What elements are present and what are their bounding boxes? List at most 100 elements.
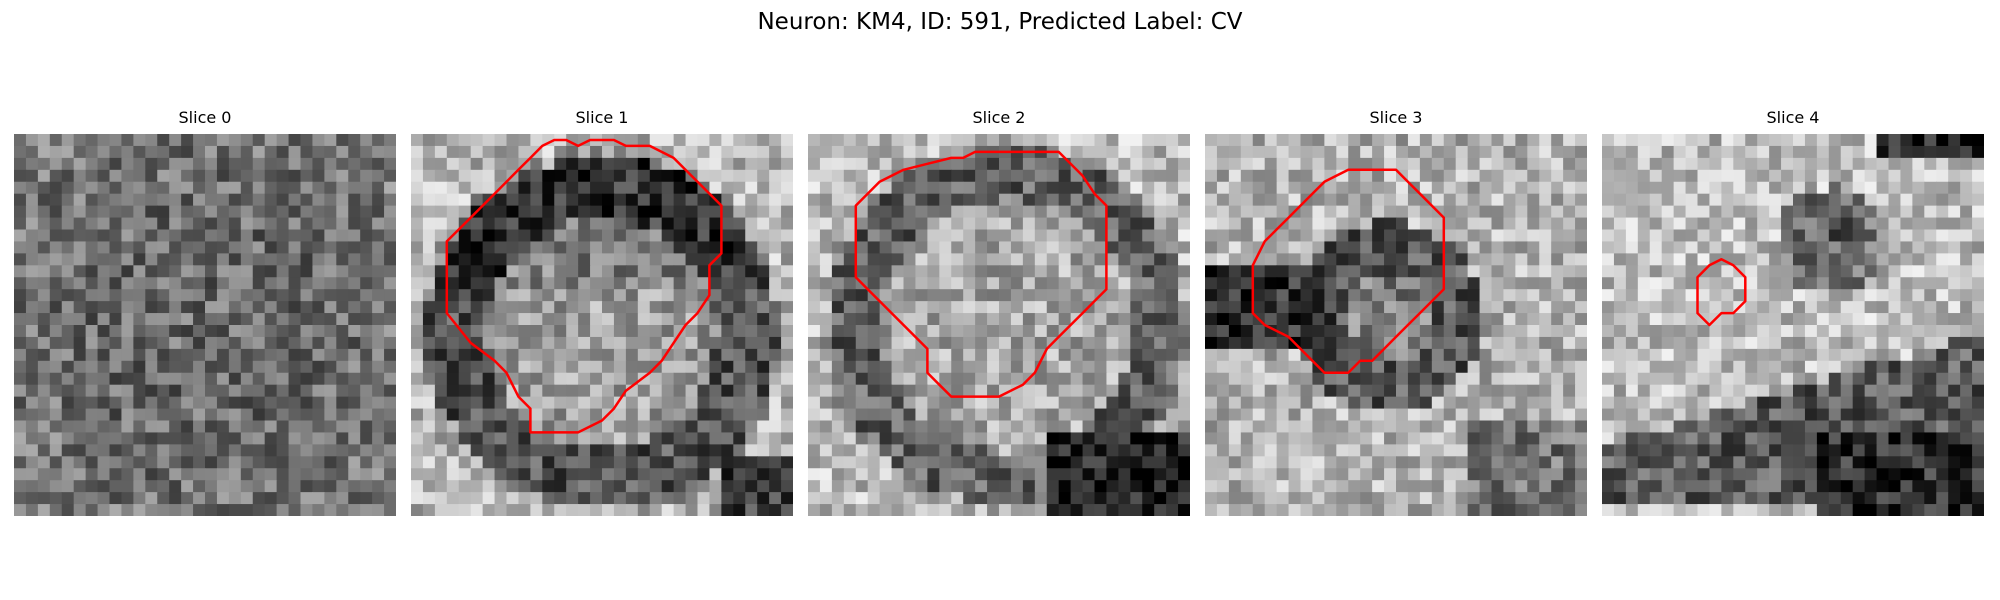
- image-pixel: [1948, 301, 1961, 314]
- image-pixel: [14, 325, 27, 338]
- image-pixel: [1650, 265, 1663, 278]
- image-pixel: [1023, 361, 1036, 374]
- image-pixel: [1118, 206, 1131, 219]
- image-pixel: [1829, 385, 1842, 398]
- image-pixel: [74, 313, 87, 326]
- image-pixel: [880, 421, 893, 434]
- image-pixel: [1662, 421, 1675, 434]
- image-pixel: [1384, 206, 1397, 219]
- image-pixel: [856, 182, 869, 195]
- image-pixel: [904, 218, 917, 231]
- image-pixel: [578, 373, 591, 386]
- image-pixel: [205, 456, 218, 469]
- image-pixel: [1900, 361, 1913, 374]
- image-pixel: [471, 134, 484, 147]
- image-pixel: [1626, 432, 1639, 445]
- image-pixel: [423, 313, 436, 326]
- image-pixel: [808, 504, 821, 516]
- image-pixel: [1515, 468, 1528, 481]
- image-pixel: [110, 253, 123, 266]
- image-pixel: [721, 170, 734, 183]
- image-pixel: [530, 253, 543, 266]
- image-pixel: [1071, 301, 1084, 314]
- image-pixel: [1539, 218, 1552, 231]
- image-pixel: [904, 361, 917, 374]
- image-pixel: [1841, 206, 1854, 219]
- image-pixel: [1877, 230, 1890, 243]
- image-pixel: [1503, 277, 1516, 290]
- image-pixel: [26, 134, 39, 147]
- image-pixel: [372, 230, 385, 243]
- image-pixel: [542, 373, 555, 386]
- image-pixel: [1492, 146, 1505, 159]
- image-pixel: [1757, 289, 1770, 302]
- image-pixel: [1841, 277, 1854, 290]
- image-pixel: [1348, 289, 1361, 302]
- image-pixel: [1071, 206, 1084, 219]
- image-pixel: [1408, 146, 1421, 159]
- image-pixel: [1336, 397, 1349, 410]
- image-pixel: [1130, 421, 1143, 434]
- image-pixel: [1539, 361, 1552, 374]
- image-pixel: [602, 158, 615, 171]
- image-pixel: [253, 218, 266, 231]
- image-pixel: [1960, 313, 1973, 326]
- image-pixel: [1527, 253, 1540, 266]
- image-pixel: [1515, 373, 1528, 386]
- image-pixel: [1563, 444, 1576, 457]
- image-pixel: [1515, 277, 1528, 290]
- image-pixel: [1480, 313, 1493, 326]
- image-pixel: [1360, 182, 1373, 195]
- image-pixel: [1817, 253, 1830, 266]
- image-pixel: [98, 158, 111, 171]
- image-pixel: [1217, 313, 1230, 326]
- image-pixel: [411, 170, 424, 183]
- image-pixel: [733, 468, 746, 481]
- image-pixel: [1023, 265, 1036, 278]
- image-pixel: [1241, 230, 1254, 243]
- image-pixel: [602, 468, 615, 481]
- image-pixel: [686, 468, 699, 481]
- image-pixel: [1178, 158, 1190, 171]
- image-pixel: [1071, 480, 1084, 493]
- image-pixel: [566, 492, 579, 505]
- image-pixel: [927, 230, 940, 243]
- image-pixel: [590, 253, 603, 266]
- image-pixel: [1865, 265, 1878, 278]
- image-pixel: [999, 301, 1012, 314]
- image-pixel: [1217, 265, 1230, 278]
- image-pixel: [181, 230, 194, 243]
- image-pixel: [1253, 468, 1266, 481]
- image-pixel: [987, 373, 1000, 386]
- image-pixel: [1166, 480, 1179, 493]
- image-pixel: [277, 206, 290, 219]
- image-pixel: [769, 480, 782, 493]
- image-pixel: [1253, 397, 1266, 410]
- image-pixel: [1229, 301, 1242, 314]
- image-pixel: [360, 289, 373, 302]
- image-pixel: [518, 253, 531, 266]
- image-pixel: [1924, 409, 1937, 422]
- image-pixel: [1936, 289, 1949, 302]
- image-pixel: [1805, 265, 1818, 278]
- image-pixel: [157, 206, 170, 219]
- image-pixel: [1372, 397, 1385, 410]
- image-pixel: [844, 468, 857, 481]
- image-pixel: [1563, 313, 1576, 326]
- image-pixel: [566, 313, 579, 326]
- image-pixel: [1217, 301, 1230, 314]
- image-pixel: [1889, 325, 1902, 338]
- image-pixel: [1960, 444, 1973, 457]
- image-pixel: [50, 265, 63, 278]
- image-pixel: [1960, 421, 1973, 434]
- image-pixel: [1853, 432, 1866, 445]
- image-pixel: [217, 230, 230, 243]
- image-pixel: [1154, 385, 1167, 398]
- image-pixel: [157, 301, 170, 314]
- image-pixel: [721, 421, 734, 434]
- image-pixel: [1142, 158, 1155, 171]
- image-pixel: [229, 504, 242, 516]
- image-pixel: [62, 385, 75, 398]
- image-pixel: [1277, 277, 1290, 290]
- image-pixel: [1793, 170, 1806, 183]
